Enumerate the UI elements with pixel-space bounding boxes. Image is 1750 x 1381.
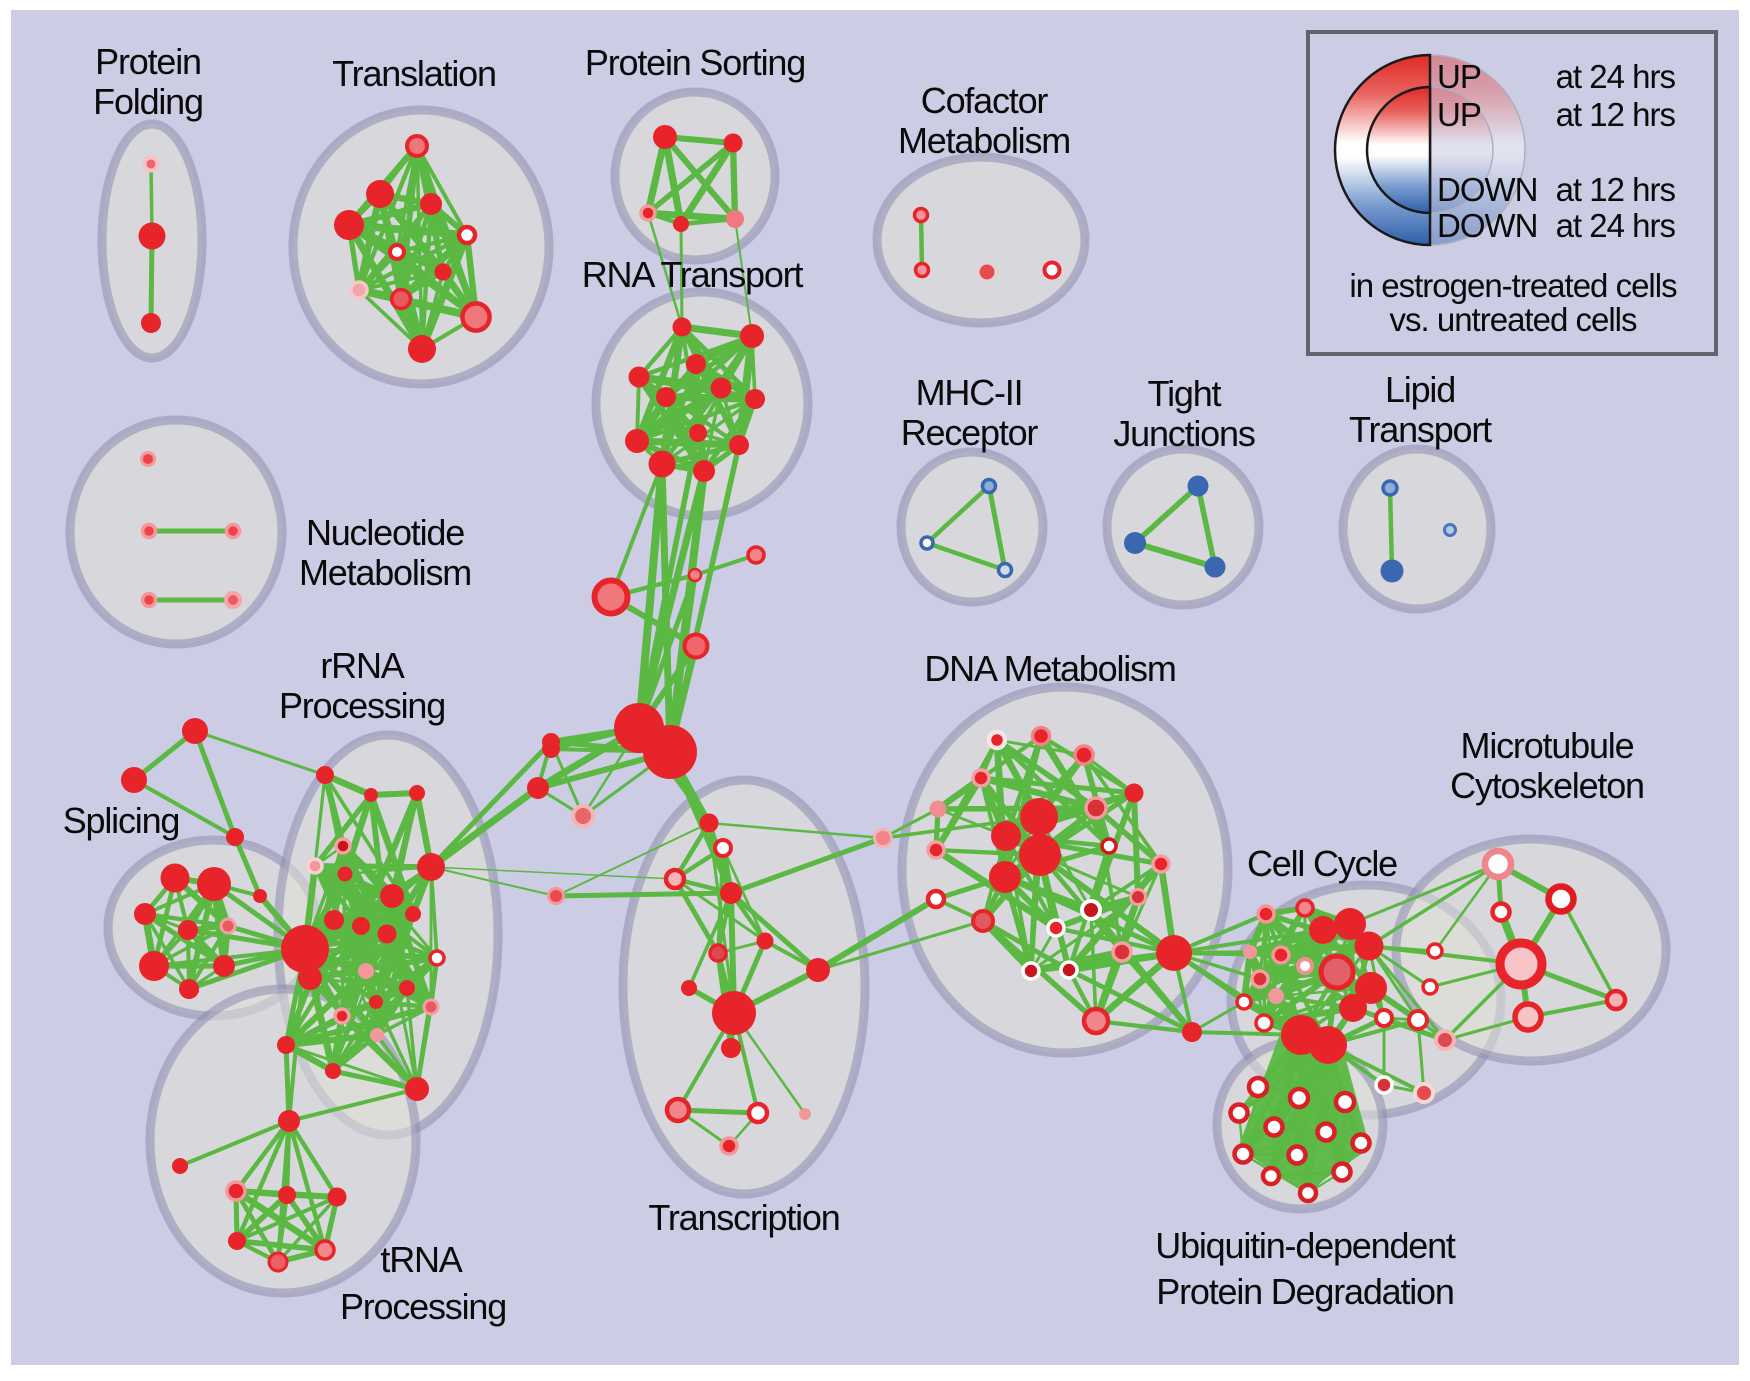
svg-text:Microtubule: Microtubule (1461, 725, 1634, 766)
svg-text:in estrogen-treated cells: in estrogen-treated cells (1349, 267, 1677, 304)
svg-text:at 24 hrs: at 24 hrs (1556, 207, 1676, 244)
svg-text:rRNA: rRNA (320, 645, 404, 686)
svg-text:DOWN: DOWN (1437, 207, 1537, 244)
svg-text:tRNA: tRNA (380, 1239, 462, 1280)
svg-text:DNA Metabolism: DNA Metabolism (924, 648, 1175, 689)
svg-text:Cell Cycle: Cell Cycle (1247, 843, 1397, 884)
svg-text:at 12 hrs: at 12 hrs (1556, 96, 1676, 133)
svg-text:UP: UP (1437, 96, 1481, 133)
svg-text:Ubiquitin-dependent: Ubiquitin-dependent (1155, 1225, 1456, 1266)
svg-text:Lipid: Lipid (1385, 369, 1455, 410)
svg-text:vs. untreated cells: vs. untreated cells (1390, 301, 1637, 338)
svg-text:Metabolism: Metabolism (898, 120, 1070, 161)
svg-text:Translation: Translation (332, 53, 496, 94)
svg-text:Protein Degradation: Protein Degradation (1156, 1271, 1453, 1312)
svg-text:UP: UP (1437, 58, 1481, 95)
svg-text:Splicing: Splicing (63, 800, 179, 841)
svg-text:RNA Transport: RNA Transport (582, 254, 804, 295)
svg-text:MHC-II: MHC-II (916, 372, 1023, 413)
svg-text:Nucleotide: Nucleotide (306, 512, 464, 553)
svg-text:Transcription: Transcription (648, 1197, 839, 1238)
svg-text:Cytoskeleton: Cytoskeleton (1450, 765, 1644, 806)
svg-text:Transport: Transport (1349, 409, 1492, 450)
svg-text:Processing: Processing (279, 685, 445, 726)
svg-text:Processing: Processing (340, 1286, 506, 1327)
svg-text:Receptor: Receptor (901, 412, 1039, 453)
svg-text:Junctions: Junctions (1113, 413, 1254, 454)
svg-text:at 24 hrs: at 24 hrs (1556, 58, 1676, 95)
svg-text:Protein Sorting: Protein Sorting (585, 42, 805, 83)
svg-text:DOWN: DOWN (1437, 171, 1537, 208)
svg-text:at 12 hrs: at 12 hrs (1556, 171, 1676, 208)
svg-text:Protein: Protein (95, 41, 201, 82)
svg-text:Folding: Folding (93, 81, 203, 122)
svg-text:Cofactor: Cofactor (921, 80, 1049, 121)
svg-text:Metabolism: Metabolism (299, 552, 471, 593)
svg-text:Tight: Tight (1148, 373, 1222, 414)
